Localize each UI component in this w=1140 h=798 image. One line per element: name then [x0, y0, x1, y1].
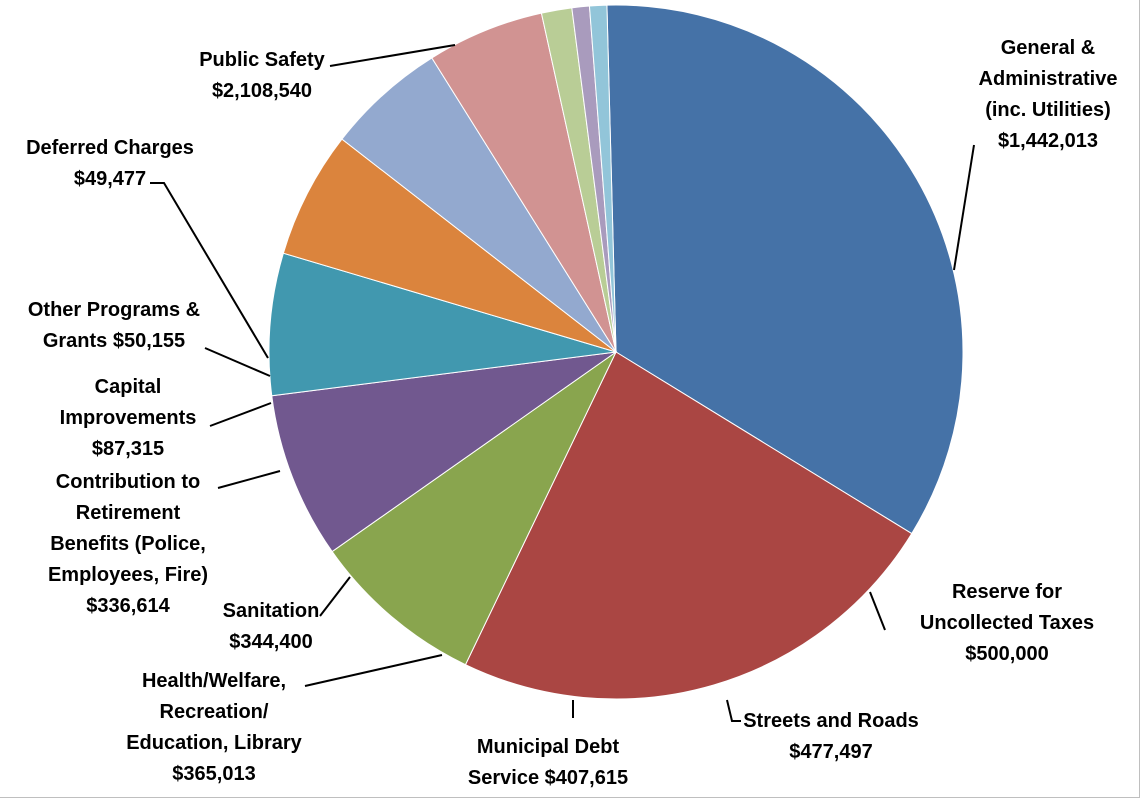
pie-slice-health-welfare-recreation-education-library [282, 138, 617, 353]
slice-label-line: Contribution to [56, 471, 200, 493]
slice-label-line: $500,000 [965, 643, 1048, 665]
slice-label-contribution-to-retirement-benefits-police-employees-fire: Contribution to Retirement Benefits (Polic… [48, 471, 208, 617]
slice-label-health-welfare-recreation-education-library: Health/Welfare, Recreation/Education, Lib… [126, 670, 302, 785]
leader-line-contribution-to-retirement-benefits-police-employees-fire [217, 470, 281, 489]
slice-label-line: $477,497 [789, 741, 872, 763]
slice-label-line: Capital [95, 376, 162, 398]
leader-line-public-safety [329, 44, 456, 67]
slice-label-deferred-charges: Deferred Charges $49,477 [26, 137, 194, 190]
slice-label-streets-and-roads: Streets and Roads $477,497 [743, 710, 919, 763]
slice-label-line: $49,477 [74, 168, 146, 190]
slice-label-line: Recreation/ [160, 701, 269, 723]
pie-slice-municipal-debt-service [268, 252, 617, 397]
leader-line-streets-and-roads [726, 699, 741, 722]
slice-label-general-administrative-inc-utilities: General & Administrative (inc. Utilities) $… [979, 37, 1118, 152]
leader-line-reserve-for-uncollected-taxes [869, 591, 886, 631]
leader-line-other-programs-grants [204, 347, 271, 377]
slice-label-sanitation: Sanitation $344,400 [223, 600, 320, 653]
pie-slices [268, 4, 964, 700]
slice-label-line: Employees, Fire) [48, 564, 208, 586]
pie-slice-reserve-for-uncollected-taxes [331, 350, 618, 666]
pie-slice-deferred-charges [588, 4, 617, 353]
slice-label-line: Municipal Debt [477, 736, 620, 758]
slice-label-other-programs-grants: Other Programs & Grants $50,155 [28, 299, 200, 352]
slice-label-line: $1,442,013 [998, 130, 1098, 152]
slice-label-line: Grants $50,155 [43, 330, 185, 352]
slice-label-line: Public Safety [199, 49, 325, 71]
slice-label-public-safety: Public Safety $2,108,540 [199, 49, 325, 102]
slice-label-line: Uncollected Taxes [920, 612, 1094, 634]
slice-label-line: Other Programs & [28, 299, 200, 321]
slice-label-line: $87,315 [92, 438, 164, 460]
slice-label-line: $365,013 [172, 763, 255, 785]
slice-label-reserve-for-uncollected-taxes: Reserve for Uncollected Taxes $500,000 [920, 581, 1094, 665]
slice-label-line: Health/Welfare, [142, 670, 286, 692]
leader-line-general-administrative-inc-utilities [953, 144, 975, 271]
slice-label-line: Streets and Roads [743, 710, 919, 732]
slice-label-line: Administrative [979, 68, 1118, 90]
slice-label-line: Benefits (Police, [50, 533, 206, 555]
slice-label-line: $336,614 [86, 595, 170, 617]
slice-label-line: Sanitation [223, 600, 320, 622]
slice-label-line: Education, Library [126, 732, 302, 754]
slice-label-line: General & [1001, 37, 1095, 59]
leader-line-deferred-charges [150, 182, 269, 359]
slice-label-line: (inc. Utilities) [985, 99, 1111, 121]
slice-label-capital-improvements: Capital Improvements $87,315 [60, 376, 197, 460]
pie-slice-public-safety [606, 4, 964, 535]
slice-label-line: $344,400 [229, 631, 312, 653]
slice-label-line: $2,108,540 [212, 80, 312, 102]
slice-label-municipal-debt-service: Municipal Debt Service $407,615 [468, 736, 628, 789]
leader-line-sanitation [319, 576, 351, 617]
slice-label-line: Service $407,615 [468, 767, 628, 789]
slice-label-line: Retirement [76, 502, 181, 524]
pie-slice-streets-and-roads [271, 351, 617, 553]
pie-labels: Public Safety $2,108,540 General & Administ… [26, 37, 1117, 789]
leader-line-capital-improvements [209, 402, 272, 427]
leader-line-health-welfare-recreation-education-library [304, 654, 443, 687]
slice-label-line: Deferred Charges [26, 137, 194, 159]
slice-label-line: Improvements [60, 407, 197, 429]
pie-slice-general-administrative-inc-utilities [464, 351, 913, 700]
slice-label-line: Reserve for [952, 581, 1062, 603]
